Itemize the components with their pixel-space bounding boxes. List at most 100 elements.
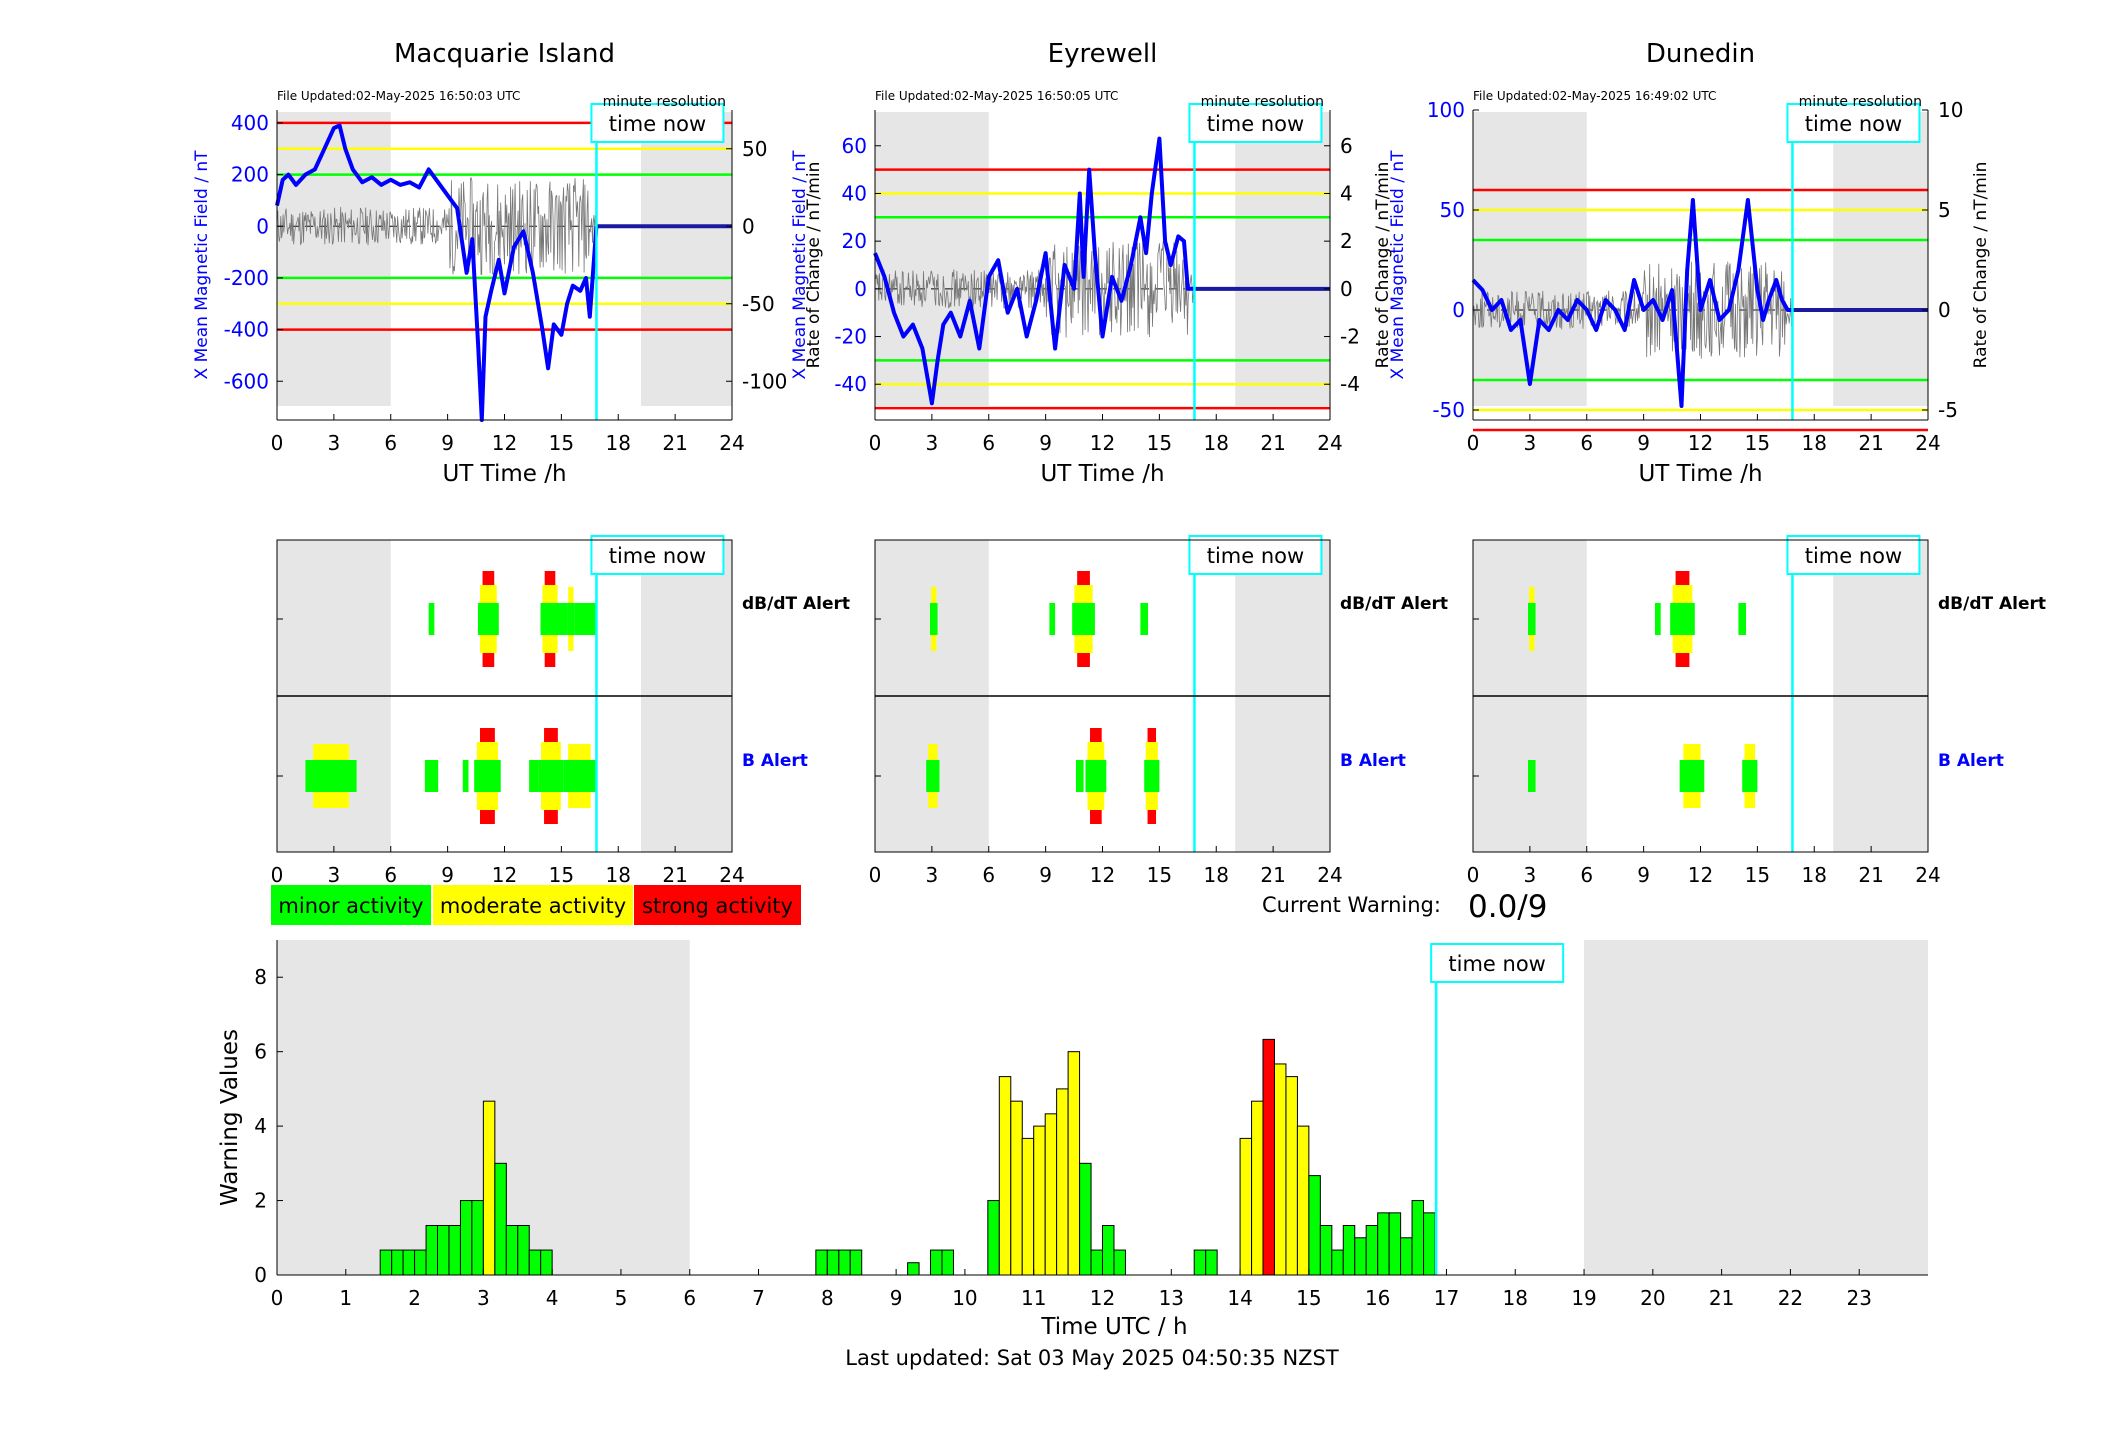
warning-bar-minor [1205,1249,1218,1276]
x-tick-label: 0 [271,1286,284,1310]
warning-bar-minor [517,1224,530,1276]
warning-bar-minor [941,1249,954,1276]
x-tick-label: 3 [477,1286,490,1310]
warning-bar-minor [414,1249,427,1276]
y-axis-label: Warning Values [217,1029,243,1206]
time-now-box [1430,943,1565,983]
x-tick-label: 24 [1317,863,1342,887]
y-tick-label-right: 5 [1938,198,1951,222]
warning-bar-minor [930,1249,943,1276]
alert-block-minor [926,760,940,792]
x-tick-label: 0 [869,431,882,455]
x-tick-label: 6 [982,431,995,455]
x-tick-label: 18 [1802,863,1827,887]
y-axis-label-right: Rate of Change / nT/min [1373,162,1393,369]
alert-block-minor [1075,760,1084,792]
current-warning-value: 0.0/9 [1468,889,1547,925]
x-axis-label: Time UTC / h [1040,1314,1187,1340]
x-tick-label: 5 [615,1286,628,1310]
warning-bar-minor [907,1262,920,1276]
warning-bar-moderate [1239,1137,1253,1276]
file-updated: File Updated:02-May-2025 16:50:03 UTC [277,89,520,103]
warning-bar-minor [1079,1162,1092,1276]
warning-bar-minor [1342,1224,1356,1276]
alert-block-minor [1670,603,1695,635]
x-tick-label: 15 [1147,431,1172,455]
x-tick-label: 18 [1204,863,1229,887]
current-warning-label: Current Warning: [1262,893,1441,917]
y-axis-label: X Mean Magnetic Field / nT [790,150,810,380]
time-now-label: time now [1207,112,1304,136]
y-tick-label-right: -100 [742,369,787,393]
x-tick-label: 20 [1640,1286,1665,1310]
alert-panel-2: time now 0 3 6 9 12 15 18 21 24 dB/dT Alert B Alert [869,535,1448,887]
warning-bar-moderate [1296,1125,1310,1276]
warning-bar-minor [1377,1212,1390,1276]
warning-bar-minor [379,1249,393,1276]
y-tick-label: 0 [854,277,867,301]
x-tick-label: 2 [408,1286,421,1310]
alert-block-minor [1738,603,1746,635]
x-tick-label: 0 [869,863,882,887]
alert-block-minor [567,603,575,635]
x-tick-label: 24 [719,431,744,455]
warning-bar-minor [1400,1237,1413,1276]
warning-bar-minor [1365,1224,1379,1276]
warning-bar-minor [826,1249,840,1276]
warning-bar-minor [540,1249,553,1276]
x-tick-label: 24 [719,863,744,887]
warning-bar-minor [849,1249,863,1276]
alert-block-minor [462,760,469,792]
x-tick-label: 24 [1317,431,1342,455]
alert-block-minor [1527,760,1536,792]
x-tick-label: 22 [1778,1286,1803,1310]
night-shade [1584,940,1928,1275]
x-tick-label: 0 [271,431,284,455]
x-tick-label: 15 [549,431,574,455]
warning-bar-minor [1354,1237,1367,1276]
warning-bar-moderate [1251,1100,1264,1276]
warning-bar-minor [1411,1200,1425,1276]
warning-bar-minor [1193,1249,1207,1276]
warning-bar-moderate [998,1076,1012,1276]
warning-bar-minor [1102,1224,1115,1276]
warning-bar-moderate [1273,1063,1287,1276]
alert-block-minor [474,760,501,792]
x-tick-label: 9 [1637,863,1650,887]
y-tick-label: -40 [834,372,867,396]
x-tick-label: 9 [1039,863,1052,887]
warning-bar-minor [838,1249,851,1276]
x-tick-label: 21 [1709,1286,1734,1310]
x-tick-label: 10 [952,1286,977,1310]
y-tick-label-right: 6 [1340,134,1353,158]
x-tick-label: 21 [662,431,687,455]
y-tick-label: 0 [256,214,269,238]
time-now-label: time now [1207,544,1304,568]
x-tick-label: 7 [752,1286,765,1310]
x-tick-label: 15 [1296,1286,1321,1310]
x-tick-label: 24 [1915,431,1940,455]
x-tick-label: 21 [1260,863,1285,887]
time-now-label: time now [1805,544,1902,568]
x-tick-label: 21 [1858,863,1883,887]
x-tick-label: 12 [1090,863,1115,887]
warning-bar-minor [528,1249,542,1276]
y-tick-label: 50 [1440,198,1465,222]
x-axis-label: UT Time /h [1040,461,1164,487]
y-tick-label-right: 0 [1938,298,1951,322]
alert-block-minor [1655,603,1661,635]
y-tick-label: -20 [834,325,867,349]
x-tick-label: 3 [1524,431,1537,455]
warning-bar-minor [448,1224,461,1276]
alert-block-minor [1072,603,1095,635]
x-tick-label: 15 [1745,431,1770,455]
y-tick-label: -400 [224,318,269,342]
warning-bar-minor [1388,1212,1402,1276]
alert-block-minor [477,603,499,635]
night-shade [1833,112,1928,406]
warning-bar-minor [1308,1175,1321,1276]
legend-swatch [634,885,801,925]
